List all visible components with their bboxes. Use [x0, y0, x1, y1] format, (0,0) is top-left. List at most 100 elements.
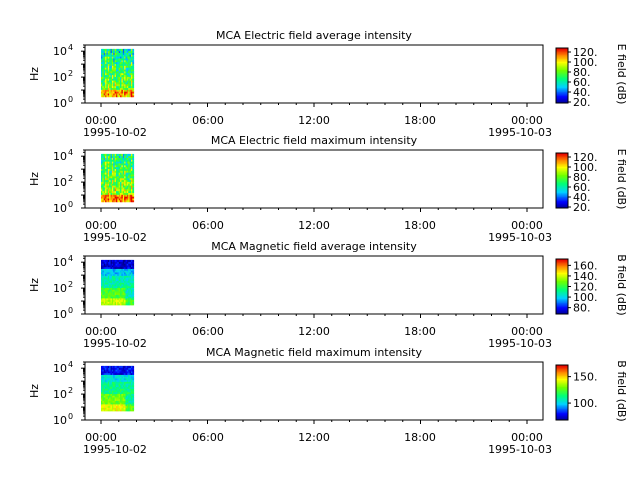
spectrogram-cell — [105, 194, 107, 197]
spectrogram-cell — [126, 157, 129, 160]
spectrogram-cell — [122, 192, 125, 195]
spectrogram-cell — [102, 63, 105, 66]
spectrogram-cell — [110, 177, 113, 181]
spectrogram-cell — [125, 388, 128, 391]
spectrogram-cell — [109, 383, 111, 386]
spectrogram-cell — [126, 63, 129, 66]
spectrogram-cell — [122, 407, 125, 410]
spectrogram-cell — [115, 280, 118, 283]
spectrogram-cell — [102, 93, 105, 96]
spectrogram-cell — [121, 292, 124, 295]
spectrogram-cell — [115, 164, 118, 168]
spectrogram-cell — [103, 174, 106, 177]
spectrogram-cell — [130, 265, 133, 268]
spectrogram-cell — [111, 386, 114, 389]
spectrogram-cell — [121, 371, 124, 374]
spectrogram-cell — [129, 282, 132, 285]
spectrogram-cell — [117, 163, 120, 166]
spectrogram-cell — [132, 187, 135, 190]
spectrogram-cell — [120, 261, 122, 264]
spectrogram-cell — [102, 188, 105, 192]
spectrogram-cell — [101, 378, 103, 381]
spectrogram-cell — [101, 89, 103, 92]
spectrogram-cell — [118, 282, 121, 285]
spectrogram-cell — [110, 379, 113, 382]
spectrogram-cell — [102, 261, 105, 264]
spectrogram-cell — [122, 166, 125, 170]
spectrogram-cell — [125, 381, 128, 384]
spectrogram-cell — [102, 196, 105, 199]
colorbar-segment — [556, 168, 568, 171]
spectrogram-cell — [129, 268, 132, 271]
spectrogram-cell — [109, 48, 111, 52]
spectrogram-cell — [103, 82, 106, 85]
colorbar-segment — [556, 70, 568, 72]
spectrogram-cell — [128, 369, 131, 372]
spectrogram-cell — [101, 379, 103, 382]
spectrogram-cell — [120, 407, 122, 410]
spectrogram-cell — [110, 374, 113, 377]
spectrogram-cell — [111, 76, 114, 79]
spectrogram-cell — [128, 194, 131, 197]
spectrogram-cell — [120, 153, 122, 157]
spectrogram-cell — [125, 177, 128, 181]
spectrogram-cell — [109, 93, 111, 96]
spectrogram-cell — [102, 397, 105, 400]
spectrogram-cell — [118, 369, 121, 372]
spectrogram-cell — [102, 270, 105, 273]
spectrogram-cell — [106, 85, 109, 88]
spectrogram-cell — [115, 80, 118, 83]
spectrogram-cell — [109, 270, 111, 273]
spectrogram-cell — [120, 400, 122, 403]
spectrogram-cell — [109, 367, 111, 370]
spectrogram-cell — [110, 188, 113, 192]
spectrogram-cell — [117, 378, 120, 381]
spectrogram-cell — [124, 188, 126, 192]
spectrogram-cell — [110, 292, 113, 295]
spectrogram-cell — [102, 379, 105, 382]
spectrogram-cell — [106, 265, 109, 268]
spectrogram-cell — [105, 282, 107, 285]
spectrogram-cell — [103, 166, 106, 170]
spectrogram-cell — [103, 91, 106, 94]
spectrogram-cell — [122, 185, 125, 188]
spectrogram-cell — [113, 390, 116, 393]
spectrogram-cell — [106, 292, 109, 295]
spectrogram-cell — [132, 298, 135, 301]
spectrogram-cell — [132, 174, 135, 177]
spectrogram-cell — [132, 94, 135, 98]
colorbar-segment — [556, 181, 568, 184]
spectrogram-cell — [111, 374, 114, 377]
spectrogram-cell — [124, 369, 126, 372]
spectrogram-cell — [115, 284, 118, 287]
spectrogram-cell — [115, 395, 118, 398]
spectrogram-cell — [110, 284, 113, 287]
spectrogram-cell — [118, 176, 121, 179]
spectrogram-cell — [101, 266, 103, 269]
spectrogram-cell — [114, 298, 117, 301]
colorbar-segment — [556, 409, 568, 411]
spectrogram-cell — [105, 179, 107, 182]
spectrogram-cell — [109, 369, 111, 372]
spectrogram-cell — [126, 404, 129, 407]
spectrogram-cell — [121, 61, 124, 65]
spectrogram-cell — [125, 367, 128, 370]
spectrogram-cell — [118, 266, 121, 269]
y-tick-exponent: 0 — [68, 95, 73, 104]
spectrogram-cell — [121, 374, 124, 377]
spectrogram-cell — [128, 56, 131, 59]
spectrogram-cell — [103, 405, 106, 408]
spectrogram-cell — [129, 163, 132, 166]
spectrogram-cell — [107, 365, 110, 369]
spectrogram-cell — [128, 365, 131, 369]
spectrogram-cell — [103, 301, 106, 304]
spectrogram-cell — [126, 76, 129, 79]
spectrogram-cell — [101, 50, 103, 53]
spectrogram-cell — [111, 298, 114, 301]
spectrogram-cell — [120, 378, 122, 381]
spectrogram-cell — [105, 71, 107, 74]
spectrogram-cell — [102, 291, 105, 294]
spectrogram-cell — [122, 78, 125, 81]
spectrogram-cell — [105, 402, 107, 405]
